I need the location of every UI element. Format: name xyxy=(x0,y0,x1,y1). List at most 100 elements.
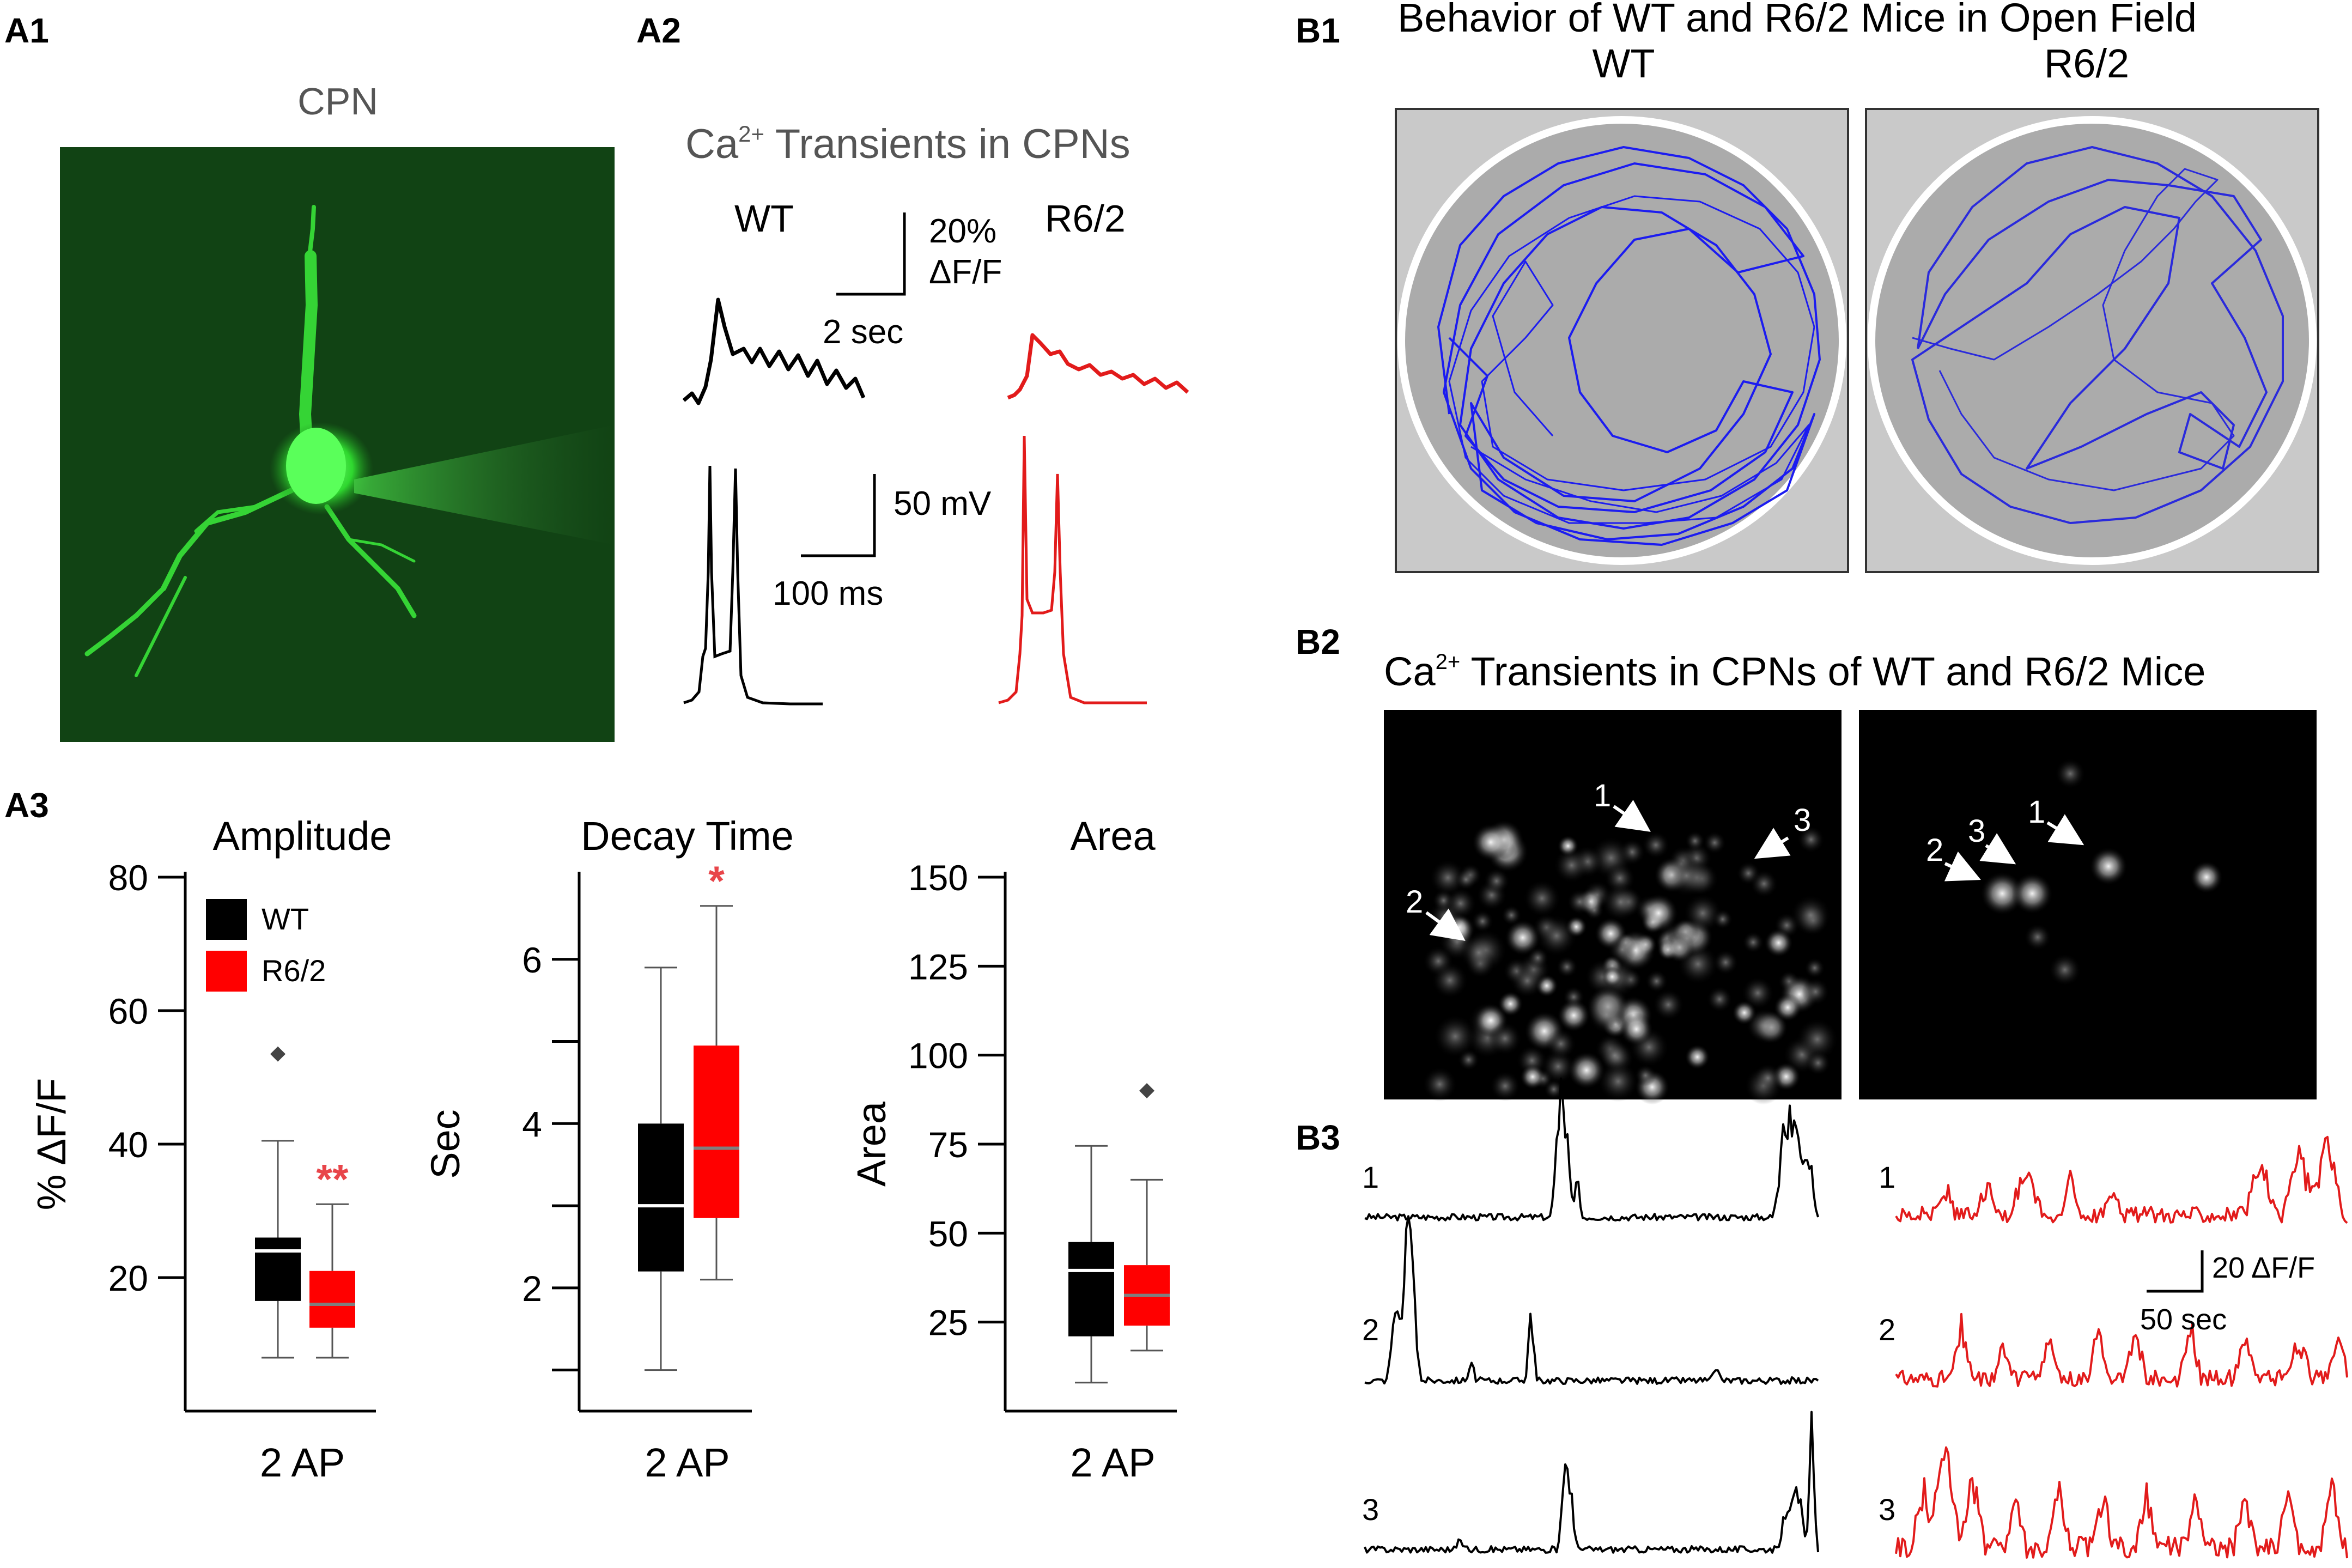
arena-r62 xyxy=(1865,108,2319,573)
cell-spot xyxy=(1773,993,1802,1022)
b3-r62-row-2: 2 xyxy=(1879,1312,1895,1347)
cell-spot xyxy=(1980,872,2024,915)
y-tick-label: 125 xyxy=(908,946,968,987)
panel-label-b2: B2 xyxy=(1296,622,1340,661)
recording-pipette xyxy=(354,425,615,545)
cell-spot xyxy=(1666,855,1707,897)
cell-spot xyxy=(1444,888,1476,920)
b1-r62-label: R6/2 xyxy=(2044,41,2129,86)
cpn-neuron xyxy=(84,205,417,677)
cell-spot xyxy=(1556,956,1578,978)
y-tick-label: 6 xyxy=(522,940,542,980)
box-charts: 20 40 60 80 Amplitude 2 AP % ΔF/F ** WT R6/2 2 4 6 De… xyxy=(29,813,1177,1485)
cell-spot xyxy=(1645,970,1668,993)
cell-spot xyxy=(1619,1012,1654,1046)
cell-spot xyxy=(1520,1064,1546,1090)
legend-label: R6/2 xyxy=(262,953,326,988)
b3-trace-r62-3 xyxy=(1895,1446,2348,1559)
b2-title: Ca2+ Transients in CPNs of WT and R6/2 M… xyxy=(1384,649,2205,694)
ca-scale-x: 2 sec xyxy=(823,313,903,351)
cell-spot xyxy=(1587,995,1626,1034)
b1-wt-label: WT xyxy=(1592,41,1655,86)
r62-cell-markers: 1 2 3 xyxy=(1926,794,2084,882)
outlier-point xyxy=(270,1046,285,1062)
y-axis-label: Sec xyxy=(423,1109,468,1179)
y-tick-label: 100 xyxy=(908,1036,968,1076)
box-iqr xyxy=(1068,1242,1114,1336)
cell-spot xyxy=(1501,905,1522,926)
ca-trace-wt xyxy=(682,297,866,405)
cell-spot xyxy=(1806,1050,1831,1076)
b2-wt-cells xyxy=(1422,819,1838,1105)
box-wt xyxy=(638,967,684,1371)
cell-spot xyxy=(1608,935,1637,964)
y-tick-label: 60 xyxy=(108,991,148,1031)
cell-spot xyxy=(1713,950,1739,975)
cell-spot xyxy=(1802,977,1830,1006)
cell-spot xyxy=(1753,1063,1783,1093)
cell-spot xyxy=(1543,1079,1564,1099)
cell-spot xyxy=(1804,957,1825,979)
cell-spot xyxy=(1706,986,1733,1012)
y-axis-label: % ΔF/F xyxy=(29,1078,74,1211)
cell-spot xyxy=(1748,1008,1784,1044)
r62-cell-2-label: 2 xyxy=(1926,832,1943,868)
y-axis-label: Area xyxy=(849,1101,894,1187)
x-axis-label: 2 AP xyxy=(645,1440,730,1485)
wt-cell-markers: 1 2 3 xyxy=(1406,778,1811,941)
ca-scale-y1: 20% xyxy=(929,212,996,250)
cell-spot xyxy=(2089,847,2128,885)
y-tick-label: 4 xyxy=(522,1104,542,1144)
cell-spot xyxy=(1567,1051,1606,1089)
cell-spot xyxy=(2024,923,2051,951)
panel-b2: B2 Ca2+ Transients in CPNs of WT and R6/… xyxy=(1296,622,2317,1105)
panel-a3: A3 20 40 60 80 Amplitude 2 AP % ΔF/F ** WT R6/2 2 4… xyxy=(4,786,1177,1485)
cell-spot xyxy=(1527,947,1549,969)
v-scale-x: 100 ms xyxy=(773,575,883,612)
box-r62: * xyxy=(694,858,739,1281)
cell-spot xyxy=(1567,889,1593,915)
ca-trace-r62 xyxy=(1007,333,1189,400)
b3-trace-r62-2 xyxy=(1895,1312,2348,1388)
cell-spot xyxy=(1652,989,1685,1020)
a2-title: Ca2+ Transients in CPNs xyxy=(685,121,1131,167)
b3-scale-y: 20 ΔF/F xyxy=(2212,1251,2315,1284)
y-tick-label: 2 xyxy=(522,1268,542,1309)
box-wt xyxy=(255,1046,301,1359)
cell-spot xyxy=(1600,1040,1630,1071)
cell-spot xyxy=(1790,895,1831,936)
cell-spot xyxy=(1796,1018,1838,1060)
b2-r62-image xyxy=(1859,710,2317,1099)
x-axis-label: 2 AP xyxy=(260,1440,345,1485)
y-tick-label: 50 xyxy=(928,1213,968,1254)
cell-spot xyxy=(1504,919,1541,956)
x-axis-label: 2 AP xyxy=(1070,1440,1155,1485)
y-tick-label: 80 xyxy=(108,858,148,898)
box-wt xyxy=(1068,1145,1114,1384)
wt-cell-3-label: 3 xyxy=(1794,803,1811,838)
ca-scale-y2: ΔF/F xyxy=(929,253,1002,291)
cell-spot xyxy=(1764,928,1794,957)
box-chart-3: 25 50 75 100 125 150 Area 2 AP Area xyxy=(849,813,1177,1485)
cell-spot xyxy=(2190,861,2223,894)
panel-b1: B1 Behavior of WT and R6/2 Mice in Open … xyxy=(1296,0,2319,573)
cell-spot xyxy=(1433,1014,1477,1059)
significance-marker: * xyxy=(708,858,725,904)
wt-cell-2-label: 2 xyxy=(1406,884,1423,920)
cell-spot xyxy=(1455,868,1477,891)
v-scale-bar xyxy=(801,474,876,557)
b3-r62-row-1: 1 xyxy=(1879,1160,1895,1194)
box-iqr xyxy=(255,1237,301,1301)
cell-spot xyxy=(1422,1067,1457,1102)
r62-cell-3-label: 3 xyxy=(1968,813,1985,849)
cell-spot xyxy=(1602,967,1622,987)
chart-title: Amplitude xyxy=(212,813,392,859)
y-tick-label: 40 xyxy=(108,1125,148,1165)
legend-label: WT xyxy=(262,902,309,936)
panel-b3: B3 1 2 3 1 2 3 20 ΔF/F 50 sec xyxy=(1296,1077,2348,1559)
b3-r62-row-3: 3 xyxy=(1879,1492,1895,1527)
v-trace-wt xyxy=(683,465,823,706)
v-scale-y: 50 mV xyxy=(894,485,992,522)
b1-title: Behavior of WT and R6/2 Mice in Open Fie… xyxy=(1397,0,2197,40)
box-iqr xyxy=(638,1123,684,1272)
